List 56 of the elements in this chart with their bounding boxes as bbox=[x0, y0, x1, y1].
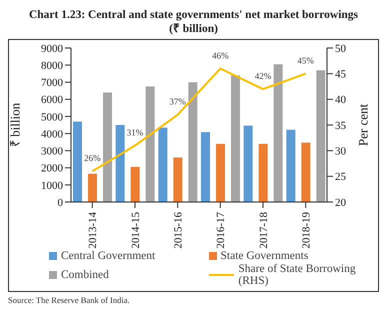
data-label: 37% bbox=[169, 96, 186, 107]
y-tick-label: 9000 bbox=[41, 42, 64, 55]
y2-tick-label: 20 bbox=[335, 196, 346, 209]
source-note: Source: The Reserve Bank of India. bbox=[8, 295, 131, 305]
y-tick-label: 7000 bbox=[41, 77, 64, 90]
legend-label: State Governments bbox=[220, 250, 308, 262]
x-tick-label: 2016-17 bbox=[215, 212, 228, 249]
bar bbox=[274, 64, 283, 202]
bar bbox=[103, 92, 112, 202]
y-axis-title: ₹ billion bbox=[8, 102, 23, 148]
y2-tick-label: 40 bbox=[335, 94, 346, 106]
chart-subtitle: (₹ billion) bbox=[168, 22, 219, 36]
bar bbox=[173, 158, 182, 202]
y2-tick-label: 35 bbox=[335, 120, 346, 132]
data-label: 26% bbox=[84, 153, 102, 164]
y-tick-label: 5000 bbox=[41, 111, 64, 124]
y-tick-label: 4000 bbox=[41, 128, 64, 140]
x-tick-label: 2018-19 bbox=[300, 212, 312, 249]
y-tick-label: 1000 bbox=[41, 180, 64, 192]
x-tick-label: 2013-14 bbox=[87, 212, 100, 249]
legend-label: Central Government bbox=[61, 250, 156, 262]
bar bbox=[216, 144, 225, 202]
data-label: 46% bbox=[212, 50, 230, 61]
bar bbox=[158, 128, 168, 202]
bar bbox=[88, 174, 97, 202]
bar bbox=[316, 70, 326, 202]
legend-label: Share of State Borrowing (RHS) bbox=[238, 263, 357, 287]
bar bbox=[201, 132, 210, 202]
x-tick-label: 2014-15 bbox=[130, 212, 142, 249]
bar bbox=[286, 130, 296, 202]
bar bbox=[258, 144, 268, 202]
y-tick-label: 0 bbox=[58, 196, 64, 209]
data-label: 45% bbox=[297, 56, 314, 66]
y2-axis-title: Per cent bbox=[356, 104, 371, 146]
x-tick-label: 2015-16 bbox=[172, 212, 184, 249]
y2-tick-label: 25 bbox=[335, 171, 346, 184]
y2-tick-label: 30 bbox=[335, 146, 346, 158]
legend-label: Combined bbox=[61, 269, 109, 281]
bar bbox=[116, 125, 125, 202]
y-tick-label: 2000 bbox=[41, 162, 64, 175]
x-tick-label: 2017-18 bbox=[258, 212, 270, 249]
bar bbox=[188, 82, 198, 202]
y-tick-label: 3000 bbox=[41, 146, 64, 158]
bar bbox=[146, 86, 155, 202]
y-tick-label: 8000 bbox=[41, 60, 64, 72]
chart-title: Chart 1.23: Central and state governments' net market borrowings bbox=[28, 8, 360, 22]
y2-tick-label: 45 bbox=[335, 68, 346, 81]
y-tick-label: 6000 bbox=[41, 94, 64, 106]
data-label: 42% bbox=[254, 71, 272, 82]
data-label: 31% bbox=[126, 128, 144, 138]
bar bbox=[73, 122, 82, 202]
y2-tick-label: 50 bbox=[335, 42, 346, 55]
bar bbox=[231, 75, 240, 202]
bar bbox=[244, 126, 253, 202]
bar bbox=[130, 166, 140, 202]
bar bbox=[301, 142, 310, 202]
